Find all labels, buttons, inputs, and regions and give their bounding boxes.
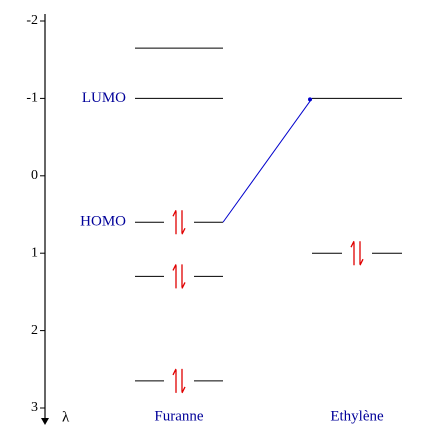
correlation-line [222,98,313,223]
correlation-dot [308,97,312,102]
tick-label: -1 [26,91,38,106]
axis-arrow [41,418,49,425]
level-label: LUMO [82,90,126,106]
electron-up [172,264,177,289]
level-label: HOMO [80,214,126,230]
tick-label: -2 [26,13,38,28]
electron-up [350,240,355,266]
electron-down [181,210,186,235]
electron-down [359,241,364,266]
axis-label: λ [62,409,70,425]
electron-up [172,209,177,235]
column-label: Furanne [154,408,203,424]
tick-label: 1 [31,245,38,260]
tick-label: 2 [31,323,38,338]
column-label: Ethylène [330,408,384,424]
electron-down [181,368,186,394]
electron-up [172,368,177,393]
tick-label: 0 [31,168,38,183]
electron-down [181,264,186,289]
tick-label: 3 [31,400,38,415]
